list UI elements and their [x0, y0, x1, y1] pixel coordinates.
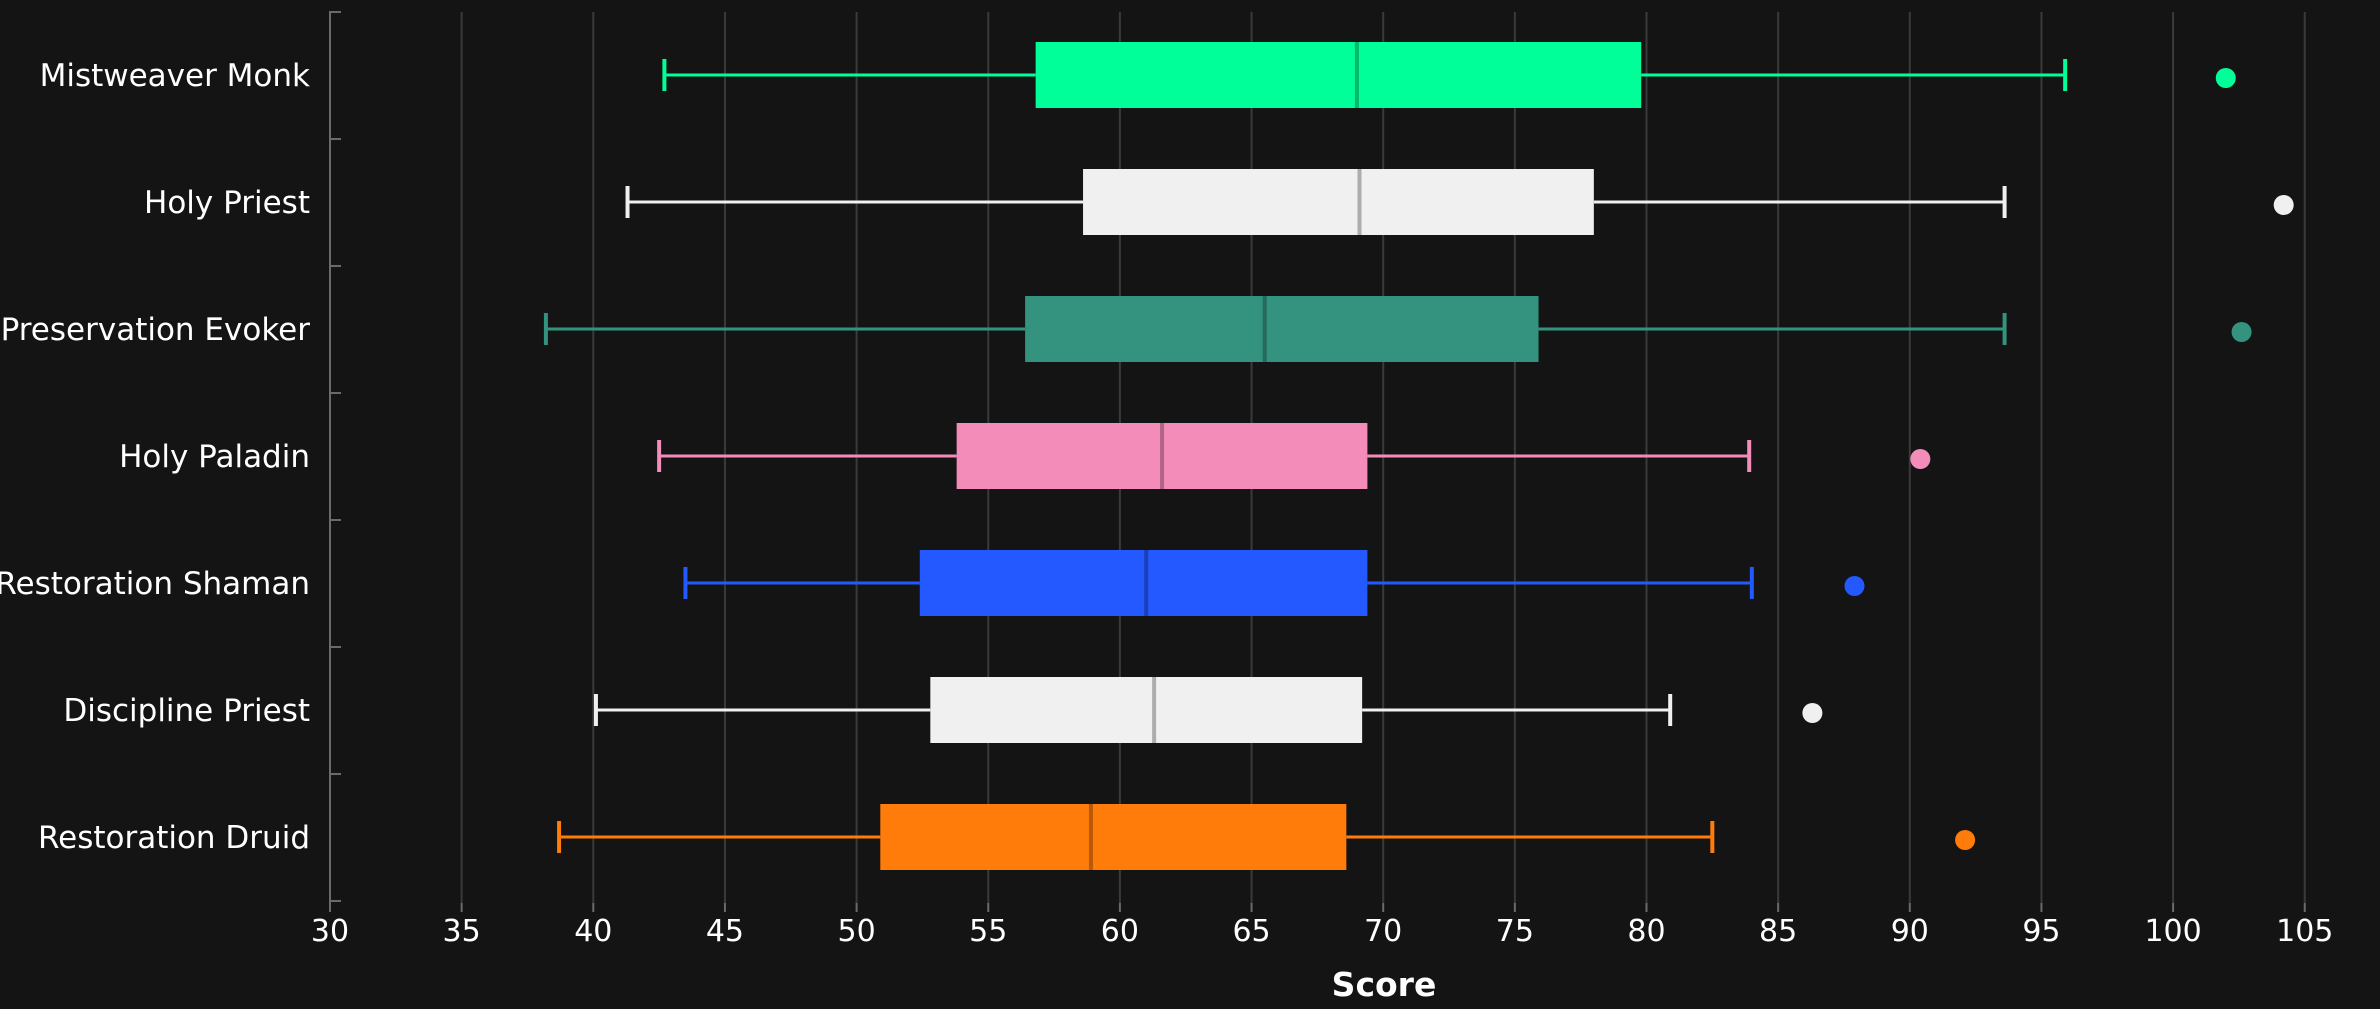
iqr-box [880, 804, 1347, 870]
outlier-point [2231, 322, 2252, 342]
category-label: Preservation Evoker [1, 312, 311, 348]
x-tick-label: 70 [1364, 914, 1402, 949]
x-tick-label: 85 [1759, 914, 1797, 949]
iqr-box [919, 550, 1368, 616]
category-label: Mistweaver Monk [40, 58, 310, 94]
x-tick-label: 75 [1496, 914, 1534, 949]
x-tick-label: 100 [2144, 914, 2201, 949]
x-tick-label: 95 [2022, 914, 2060, 949]
outlier-point [2273, 195, 2294, 215]
iqr-box [1083, 169, 1594, 235]
box-group: Restoration Druid [38, 804, 1976, 870]
category-label: Restoration Shaman [0, 566, 310, 602]
x-tick-label: 35 [443, 914, 481, 949]
x-tick-label: 105 [2276, 914, 2333, 949]
iqr-box [1025, 296, 1539, 362]
outlier-point [2215, 68, 2236, 88]
outlier-point [1844, 576, 1865, 596]
axes: 30 35 40 45 50 55 60 65 70 75 80 85 90 95 100 105 [311, 11, 2333, 949]
x-tick-label: 80 [1627, 914, 1665, 949]
iqr-box [1035, 42, 1642, 108]
box-group: Preservation Evoker [1, 296, 2252, 362]
x-tick-label: 90 [1891, 914, 1929, 949]
boxes: Mistweaver Monk Holy Priest Preservation E… [0, 42, 2294, 870]
x-tick-label: 45 [706, 914, 744, 949]
box-group: Holy Priest [144, 169, 2294, 235]
outlier-point [1910, 449, 1931, 469]
x-axis-title: Score [1332, 965, 1437, 1004]
outlier-point [1802, 703, 1823, 723]
x-tick-label: 60 [1101, 914, 1139, 949]
x-tick-label: 55 [969, 914, 1007, 949]
category-label: Discipline Priest [63, 693, 310, 729]
category-label: Holy Priest [144, 185, 310, 221]
x-tick-label: 30 [311, 914, 349, 949]
category-label: Restoration Druid [38, 820, 310, 856]
x-tick-label: 65 [1232, 914, 1270, 949]
x-tick-label: 50 [838, 914, 876, 949]
x-tick-label: 40 [574, 914, 612, 949]
box-group: Holy Paladin [119, 423, 1931, 489]
box-group: Discipline Priest [63, 677, 1823, 743]
outlier-point [1955, 830, 1976, 850]
box-group: Mistweaver Monk [40, 42, 2236, 108]
category-label: Holy Paladin [119, 439, 310, 475]
box-group: Restoration Shaman [0, 550, 1865, 616]
iqr-box [930, 677, 1363, 743]
